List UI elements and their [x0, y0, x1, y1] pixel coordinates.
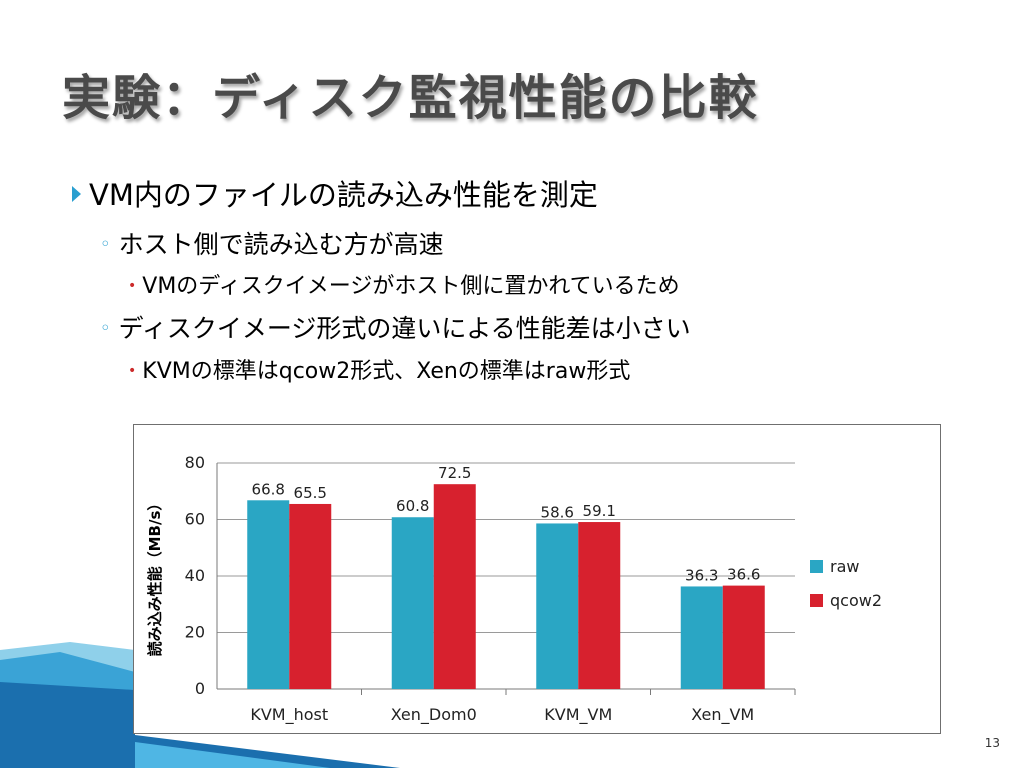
triangle-bullet-icon — [72, 186, 81, 202]
y-tick-label: 60 — [185, 510, 205, 529]
y-axis-label: 読み込み性能（MB/s） — [146, 496, 164, 657]
bullet-text: ディスクイメージ形式の違いによる性能差は小さい — [118, 314, 691, 343]
bullet-text: ホスト側で読み込む方が高速 — [118, 230, 444, 259]
bullet-level1: VM内のファイルの読み込み性能を測定 — [72, 172, 598, 214]
bullet-text: VMのディスクイメージがホスト側に置かれているため — [142, 274, 680, 299]
bar-qcow2 — [578, 522, 621, 689]
legend-label: raw — [830, 557, 859, 576]
data-label: 72.5 — [438, 464, 471, 482]
bullet-level2: ◦ ディスクイメージ形式の違いによる性能差は小さい — [100, 309, 691, 345]
data-label: 58.6 — [541, 503, 574, 521]
data-label: 65.5 — [294, 484, 327, 502]
data-label: 60.8 — [396, 497, 429, 515]
deco-wave-bottom-light — [135, 742, 330, 768]
deco-wave-dark — [0, 682, 135, 768]
bullet-level3: • KVMの標準はqcow2形式、Xenの標準はraw形式 — [128, 353, 630, 385]
bar-raw — [680, 586, 723, 689]
page-number: 13 — [984, 736, 1000, 750]
data-label: 36.3 — [685, 566, 718, 584]
bar-raw — [536, 523, 579, 689]
bullet-level2: ◦ ホスト側で読み込む方が高速 — [100, 225, 444, 261]
bar-qcow2 — [722, 585, 765, 689]
data-label: 59.1 — [583, 502, 616, 520]
dot-bullet-icon: • — [128, 363, 137, 379]
bullet-text: VM内のファイルの読み込み性能を測定 — [89, 178, 598, 212]
bullet-level3: • VMのディスクイメージがホスト側に置かれているため — [128, 268, 680, 300]
legend-swatch-raw — [810, 560, 823, 573]
data-label: 36.6 — [727, 566, 760, 584]
y-tick-label: 0 — [195, 679, 205, 698]
bar-raw — [391, 517, 434, 689]
y-tick-label: 20 — [185, 623, 205, 642]
bar-chart: 0 20 40 60 80 読み込み性能（MB/s） 66.8 65.5 KVM_host 60.… — [146, 453, 882, 725]
chart-frame: 0 20 40 60 80 読み込み性能（MB/s） 66.8 65.5 KVM_host 60.… — [133, 424, 941, 734]
x-tick-label: KVM_VM — [544, 705, 612, 725]
x-tick-label: KVM_host — [250, 705, 328, 725]
bar-raw — [247, 500, 290, 689]
y-tick-label: 40 — [185, 566, 205, 585]
slide-title: 実験：ディスク監視性能の比較 — [62, 70, 759, 126]
circle-bullet-icon: ◦ — [100, 234, 111, 255]
x-tick-label: Xen_VM — [691, 705, 754, 725]
y-tick-label: 80 — [185, 453, 205, 472]
x-tick-label: Xen_Dom0 — [391, 705, 477, 725]
bar-qcow2 — [289, 503, 332, 689]
bar-qcow2 — [433, 484, 476, 689]
circle-bullet-icon: ◦ — [100, 318, 111, 339]
legend-swatch-qcow2 — [810, 594, 823, 607]
data-label: 66.8 — [252, 480, 285, 498]
bullet-text: KVMの標準はqcow2形式、Xenの標準はraw形式 — [142, 359, 631, 384]
legend-label: qcow2 — [830, 591, 882, 610]
dot-bullet-icon: • — [128, 278, 137, 294]
